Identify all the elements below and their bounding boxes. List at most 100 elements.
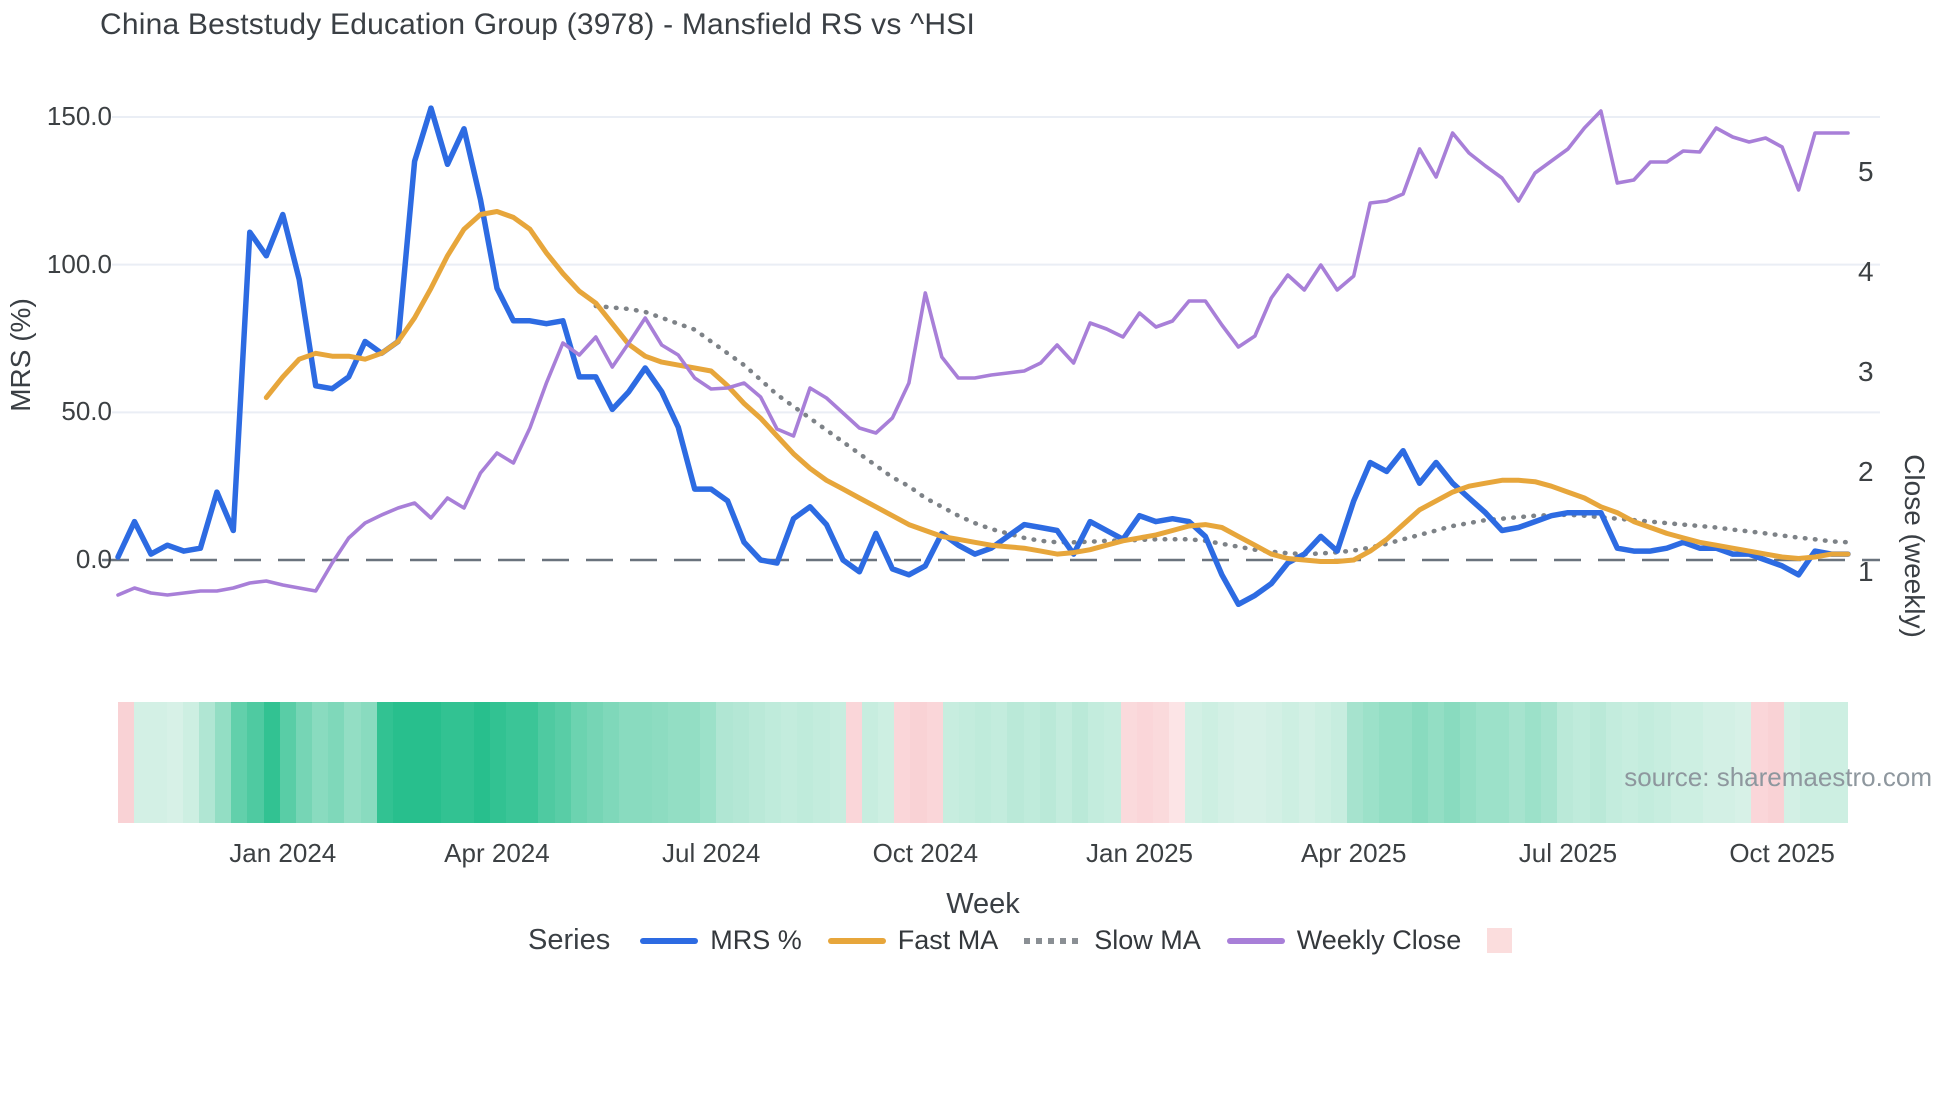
heat-cell (1395, 702, 1412, 823)
heat-cell (1476, 702, 1493, 823)
heat-cell (1427, 702, 1445, 823)
heat-cell (1508, 702, 1525, 823)
heat-cell (1557, 702, 1574, 823)
heat-cell (279, 702, 296, 823)
legend-item-swatch (1487, 928, 1513, 953)
heat-cell (958, 702, 976, 823)
heat-cell (975, 702, 992, 823)
heat-cell (635, 702, 652, 823)
legend-item-label: MRS % (710, 925, 802, 955)
heat-cell (716, 702, 733, 823)
legend-title: Series (528, 924, 611, 956)
legend: Series MRS % Fast MA Slow MA Weekly Close (528, 924, 1513, 957)
heat-cell (1719, 702, 1736, 823)
x-tick-label: Apr 2024 (444, 838, 550, 868)
heat-cell (1767, 702, 1784, 823)
heat-cell (1136, 702, 1153, 823)
line-swatch-icon (640, 937, 699, 944)
series-line-slow-ma (593, 303, 1851, 557)
heat-cell (1330, 702, 1348, 823)
line-swatch-icon (827, 937, 886, 944)
heat-cell (829, 702, 846, 823)
heat-cell (942, 702, 959, 823)
left-tick-label: 50.0 (61, 396, 112, 427)
heat-cell (926, 702, 943, 823)
heat-cell (797, 702, 814, 823)
line-swatch-icon (1226, 937, 1285, 944)
legend-item-mrs-: MRS % (640, 925, 802, 956)
heat-cell (198, 702, 216, 823)
source-watermark: source: sharemaestro.com (1624, 762, 1932, 792)
heat-cell (1783, 702, 1800, 823)
left-axis-title: MRS (%) (5, 298, 36, 412)
heat-cell (1816, 702, 1833, 823)
heat-cell (134, 702, 151, 823)
heat-cell (1266, 702, 1283, 823)
heat-cell (441, 702, 458, 823)
heat-cell (1735, 702, 1752, 823)
heat-cell (166, 702, 183, 823)
heat-cell (1201, 702, 1218, 823)
heat-cell (1233, 702, 1251, 823)
heat-cell (1621, 702, 1639, 823)
heat-cell (1314, 702, 1331, 823)
heat-cell (1250, 702, 1267, 823)
heat-cell (1153, 702, 1170, 823)
heat-cell (1605, 702, 1622, 823)
series-line-mrs- (115, 105, 1851, 608)
heat-cell (1298, 702, 1315, 823)
heat-cell (1217, 702, 1234, 823)
x-tick-label: Jan 2024 (229, 838, 337, 868)
heat-cell (878, 702, 895, 823)
series-line-weekly-close (116, 109, 1850, 597)
x-tick-label: Oct 2025 (1729, 838, 1835, 868)
heat-cell (295, 702, 313, 823)
heat-cell (215, 702, 232, 823)
heat-cell (344, 702, 361, 823)
left-tick-label: 100.0 (46, 248, 112, 279)
legend-item-fast-ma: Fast MA (827, 925, 998, 956)
heat-cell (651, 702, 668, 823)
heat-cell (1379, 702, 1396, 823)
heat-cell (1654, 702, 1671, 823)
right-tick-label: 4 (1858, 256, 1874, 287)
series-line-fast-ma (263, 209, 1851, 564)
legend-item-label: Weekly Close (1296, 925, 1462, 955)
heat-cell (182, 702, 199, 823)
x-tick-label: Jan 2025 (1086, 838, 1194, 868)
legend-item-label: Slow MA (1094, 925, 1201, 955)
legend-item-weekly-close: Weekly Close (1226, 925, 1462, 956)
heat-cell (554, 702, 571, 823)
heat-cell (700, 702, 717, 823)
heat-cell (667, 702, 685, 823)
heat-cell (1686, 702, 1703, 823)
heat-cell (619, 702, 636, 823)
chart-title: China Beststudy Education Group (3978) -… (100, 8, 976, 41)
heat-cell (1169, 702, 1186, 823)
heat-cell (1751, 702, 1768, 823)
pink-square-swatch-icon (1487, 928, 1513, 953)
heat-cell (1185, 702, 1202, 823)
heat-cell (1799, 702, 1817, 823)
x-tick-label: Apr 2025 (1300, 838, 1407, 868)
heat-cell (813, 702, 830, 823)
heat-cell (1832, 702, 1849, 823)
heat-cell (1589, 702, 1606, 823)
heat-cell (1638, 702, 1655, 823)
heat-cell (409, 702, 426, 823)
heat-cell (1460, 702, 1477, 823)
heat-cell (489, 702, 507, 823)
heat-cell (1023, 702, 1040, 823)
heat-cell (910, 702, 927, 823)
heat-cell (1411, 702, 1428, 823)
right-tick-label: 3 (1858, 356, 1874, 387)
x-axis-title: Week (946, 888, 1020, 920)
heat-cell (457, 702, 474, 823)
right-tick-label: 2 (1858, 456, 1874, 487)
heat-cell (991, 702, 1008, 823)
heat-cell (764, 702, 782, 823)
x-tick-label: Jul 2025 (1518, 838, 1618, 868)
heat-cell (1055, 702, 1073, 823)
left-tick-label: 0.0 (75, 544, 112, 574)
